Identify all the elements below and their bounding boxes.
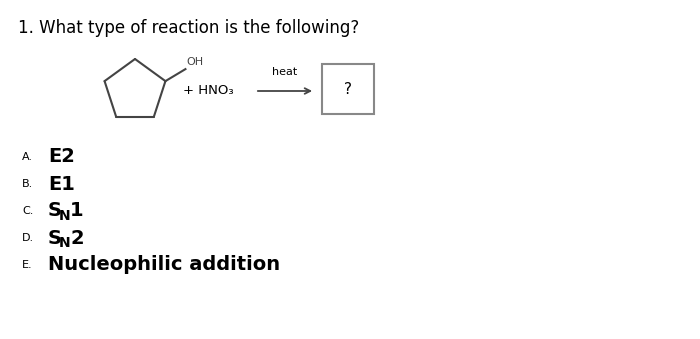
Text: OH: OH: [186, 57, 204, 67]
Text: E.: E.: [22, 260, 33, 270]
Text: 2: 2: [70, 228, 83, 247]
Text: S: S: [48, 201, 62, 220]
Text: N: N: [59, 209, 71, 223]
Text: S: S: [48, 228, 62, 247]
Bar: [322, 64, 374, 114]
Text: 1: 1: [70, 201, 83, 220]
Text: E2: E2: [48, 147, 75, 166]
Text: C.: C.: [22, 206, 34, 216]
Text: ?: ?: [344, 81, 352, 97]
Text: heat: heat: [272, 67, 298, 77]
Text: Nucleophilic addition: Nucleophilic addition: [48, 256, 280, 275]
Text: 1. What type of reaction is the following?: 1. What type of reaction is the followin…: [18, 19, 359, 37]
Text: B.: B.: [22, 179, 34, 189]
Text: E1: E1: [48, 175, 75, 194]
Text: + HNO₃: + HNO₃: [183, 84, 234, 98]
Text: N: N: [59, 236, 71, 250]
Text: A.: A.: [22, 152, 33, 162]
Text: D.: D.: [22, 233, 34, 243]
